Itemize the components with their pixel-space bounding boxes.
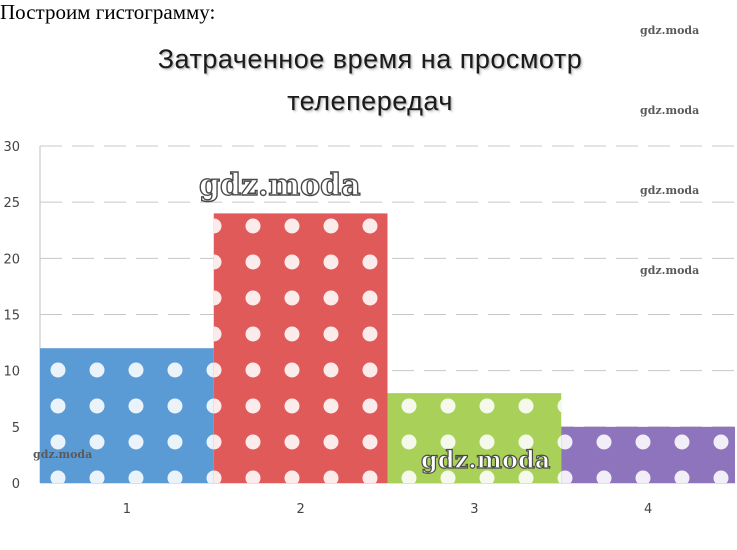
watermark-small: gdz.moda	[640, 104, 700, 117]
watermark-small: gdz.moda	[640, 184, 700, 197]
bars	[40, 213, 735, 483]
y-tick-label: 30	[3, 140, 20, 155]
bar-dot-pattern	[387, 393, 562, 483]
y-tick-label: 0	[12, 477, 20, 492]
tick-labels: 0 5 10 15 20 25 30 1 2 3 4	[3, 140, 652, 517]
watermark-small: gdz.moda	[640, 24, 700, 37]
x-tick-label: 4	[644, 502, 652, 517]
y-tick-label: 10	[3, 365, 20, 380]
intro-text: Построим гистограмму:	[0, 0, 216, 24]
x-tick-label: 3	[470, 502, 478, 517]
chart-title-line-2: телепередач	[287, 86, 453, 116]
watermark-small: gdz.moda	[640, 264, 700, 277]
x-tick-label: 1	[123, 502, 131, 517]
chart-title-line-1: Затраченное время на просмотр	[157, 44, 583, 74]
x-tick-label: 2	[296, 502, 304, 517]
y-tick-label: 20	[3, 252, 20, 267]
y-tick-label: 5	[12, 421, 20, 436]
watermark-large: gdz.moda	[198, 167, 361, 203]
watermark-small: gdz.moda	[33, 448, 93, 461]
y-tick-label: 15	[3, 309, 20, 324]
bar-dot-pattern	[561, 426, 735, 483]
y-tick-label: 25	[3, 196, 20, 211]
watermark-medium: gdz.moda	[420, 444, 551, 474]
bar-dot-pattern	[213, 213, 388, 483]
bar-dot-pattern	[40, 348, 214, 483]
